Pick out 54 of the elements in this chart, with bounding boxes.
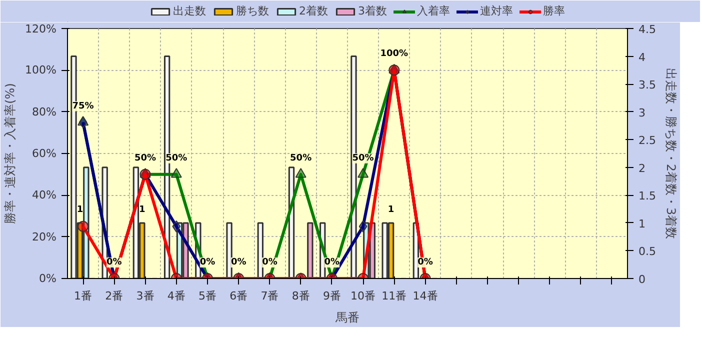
data-label: 50%: [166, 153, 188, 164]
data-label: 0%: [230, 258, 246, 268]
data-label: 75%: [72, 101, 94, 112]
x-tick-label: 2番: [105, 290, 124, 302]
y2-tick-label: 4: [638, 50, 646, 64]
data-label: 1: [139, 204, 146, 215]
legend-label: 2着数: [299, 4, 328, 18]
x-tick-label: 7番: [260, 290, 279, 302]
legend-label: 連対率: [480, 4, 513, 18]
data-label: 0%: [106, 258, 122, 268]
y-tick-label: 80%: [32, 105, 57, 118]
legend-label: 勝率: [543, 4, 565, 18]
y2-tick-label: 3.5: [638, 78, 656, 92]
data-label: 1: [388, 204, 394, 215]
data-label: 0%: [418, 258, 433, 268]
legend-label: 3着数: [358, 4, 387, 18]
data-label: 50%: [290, 153, 312, 164]
x-tick-label: 4番: [167, 290, 186, 302]
y2-tick-label: 0: [638, 273, 646, 286]
x-tick-label: 11番: [382, 290, 407, 302]
x-tick-label: 8番: [292, 290, 310, 302]
y-tick-label: 100%: [25, 64, 57, 77]
data-label: 50%: [352, 153, 374, 164]
x-tick-label: 9番: [322, 290, 341, 302]
x-tick-label: 14番: [412, 290, 438, 302]
data-label: 1: [76, 204, 84, 215]
y2-tick-label: 4.5: [638, 23, 656, 36]
y-tick-label: 60%: [32, 147, 57, 160]
y2-tick-label: 1: [638, 217, 646, 230]
y2-tick-label: 2: [638, 162, 646, 175]
data-label: 50%: [134, 153, 156, 164]
y2-axis-title: 出走数・勝ち数・2着数・3着数: [664, 68, 678, 240]
data-label: 0%: [200, 258, 216, 268]
x-tick-label: 5番: [198, 290, 216, 302]
legend-label: 入着率: [417, 4, 450, 18]
y2-tick-label: 3: [638, 106, 646, 120]
x-tick-label: 10番: [350, 290, 376, 302]
y-axis-title: 勝率・連対率・入着率(%): [3, 83, 18, 224]
y-tick-label: 0%: [39, 272, 56, 285]
y2-tick-label: 0.5: [638, 245, 656, 258]
y2-tick-label: 1.5: [638, 190, 656, 203]
x-tick-label: 1番: [74, 290, 92, 302]
data-label: 0%: [324, 258, 340, 268]
y2-tick-label: 2.5: [638, 134, 656, 148]
data-label: 100%: [380, 49, 408, 60]
x-tick-label: 3番: [136, 290, 154, 302]
x-tick-label: 6番: [230, 290, 248, 302]
legend-label: 出走数: [173, 4, 206, 18]
y-tick-label: 40%: [32, 188, 57, 202]
data-label: 0%: [262, 258, 278, 268]
y-tick-label: 20%: [32, 230, 57, 244]
x-axis-title: 馬番: [334, 310, 360, 324]
legend-label: 勝ち数: [236, 4, 269, 18]
y-tick-label: 120%: [25, 22, 57, 36]
